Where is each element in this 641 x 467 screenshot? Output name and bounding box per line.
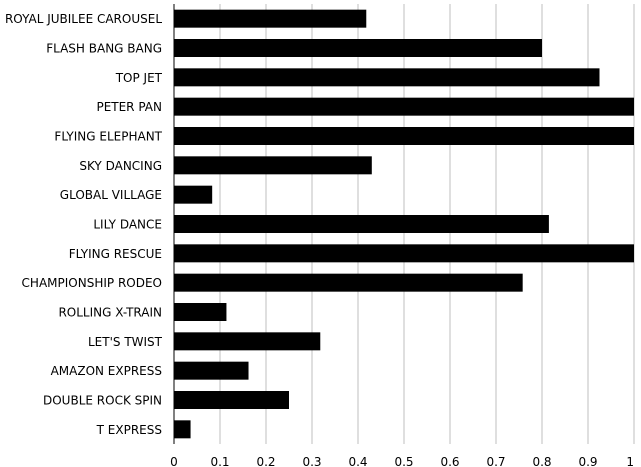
- x-tick-label: 0.9: [578, 455, 597, 467]
- x-tick-label: 0.5: [394, 455, 413, 467]
- bar: [174, 215, 549, 233]
- x-tick-label: 0.7: [486, 455, 505, 467]
- bar: [174, 97, 634, 116]
- bar: [174, 39, 542, 57]
- bar: [174, 361, 249, 380]
- bar: [174, 127, 634, 145]
- bar: [174, 420, 191, 439]
- x-tick-labels: 0 0.1 0.2 0.3 0.4 0.5 0.6 0.7 0.8 0.9 1: [170, 455, 634, 467]
- category-label: FLASH BANG BANG: [46, 42, 162, 56]
- x-tick-label: 0.3: [302, 455, 321, 467]
- x-tick-label: 0.6: [440, 455, 459, 467]
- category-label: DOUBLE ROCK SPIN: [43, 394, 162, 408]
- x-tick-label: 0.2: [256, 455, 275, 467]
- bar: [174, 156, 372, 175]
- category-label: CHAMPIONSHIP RODEO: [22, 276, 162, 290]
- x-tick-label: 0.8: [532, 455, 551, 467]
- category-label: SKY DANCING: [79, 159, 162, 173]
- category-label: LILY DANCE: [93, 218, 162, 232]
- bars: [174, 9, 634, 439]
- bar: [174, 185, 213, 204]
- category-label: ROLLING X-TRAIN: [58, 306, 162, 320]
- category-label: GLOBAL VILLAGE: [60, 188, 162, 202]
- category-label: PETER PAN: [96, 100, 162, 114]
- category-labels: ROYAL JUBILEE CAROUSEL FLASH BANG BANG TOP…: [5, 12, 163, 437]
- category-label: LET'S TWIST: [88, 335, 163, 349]
- bar: [174, 9, 367, 28]
- bar: [174, 68, 600, 87]
- x-tick-label: 0.4: [348, 455, 367, 467]
- bar: [174, 273, 523, 292]
- category-label: TOP JET: [115, 71, 163, 85]
- bar: [174, 244, 634, 263]
- bar: [174, 391, 289, 409]
- category-label: FLYING RESCUE: [69, 247, 162, 261]
- category-label: T EXPRESS: [96, 423, 162, 437]
- x-tick-label: 1: [626, 455, 634, 467]
- bar: [174, 303, 227, 321]
- category-label: ROYAL JUBILEE CAROUSEL: [5, 12, 162, 26]
- category-label: AMAZON EXPRESS: [51, 364, 162, 378]
- x-tick-label: 0.1: [210, 455, 229, 467]
- x-tick-label: 0: [170, 455, 178, 467]
- category-label: FLYING ELEPHANT: [54, 130, 162, 144]
- bar: [174, 332, 321, 351]
